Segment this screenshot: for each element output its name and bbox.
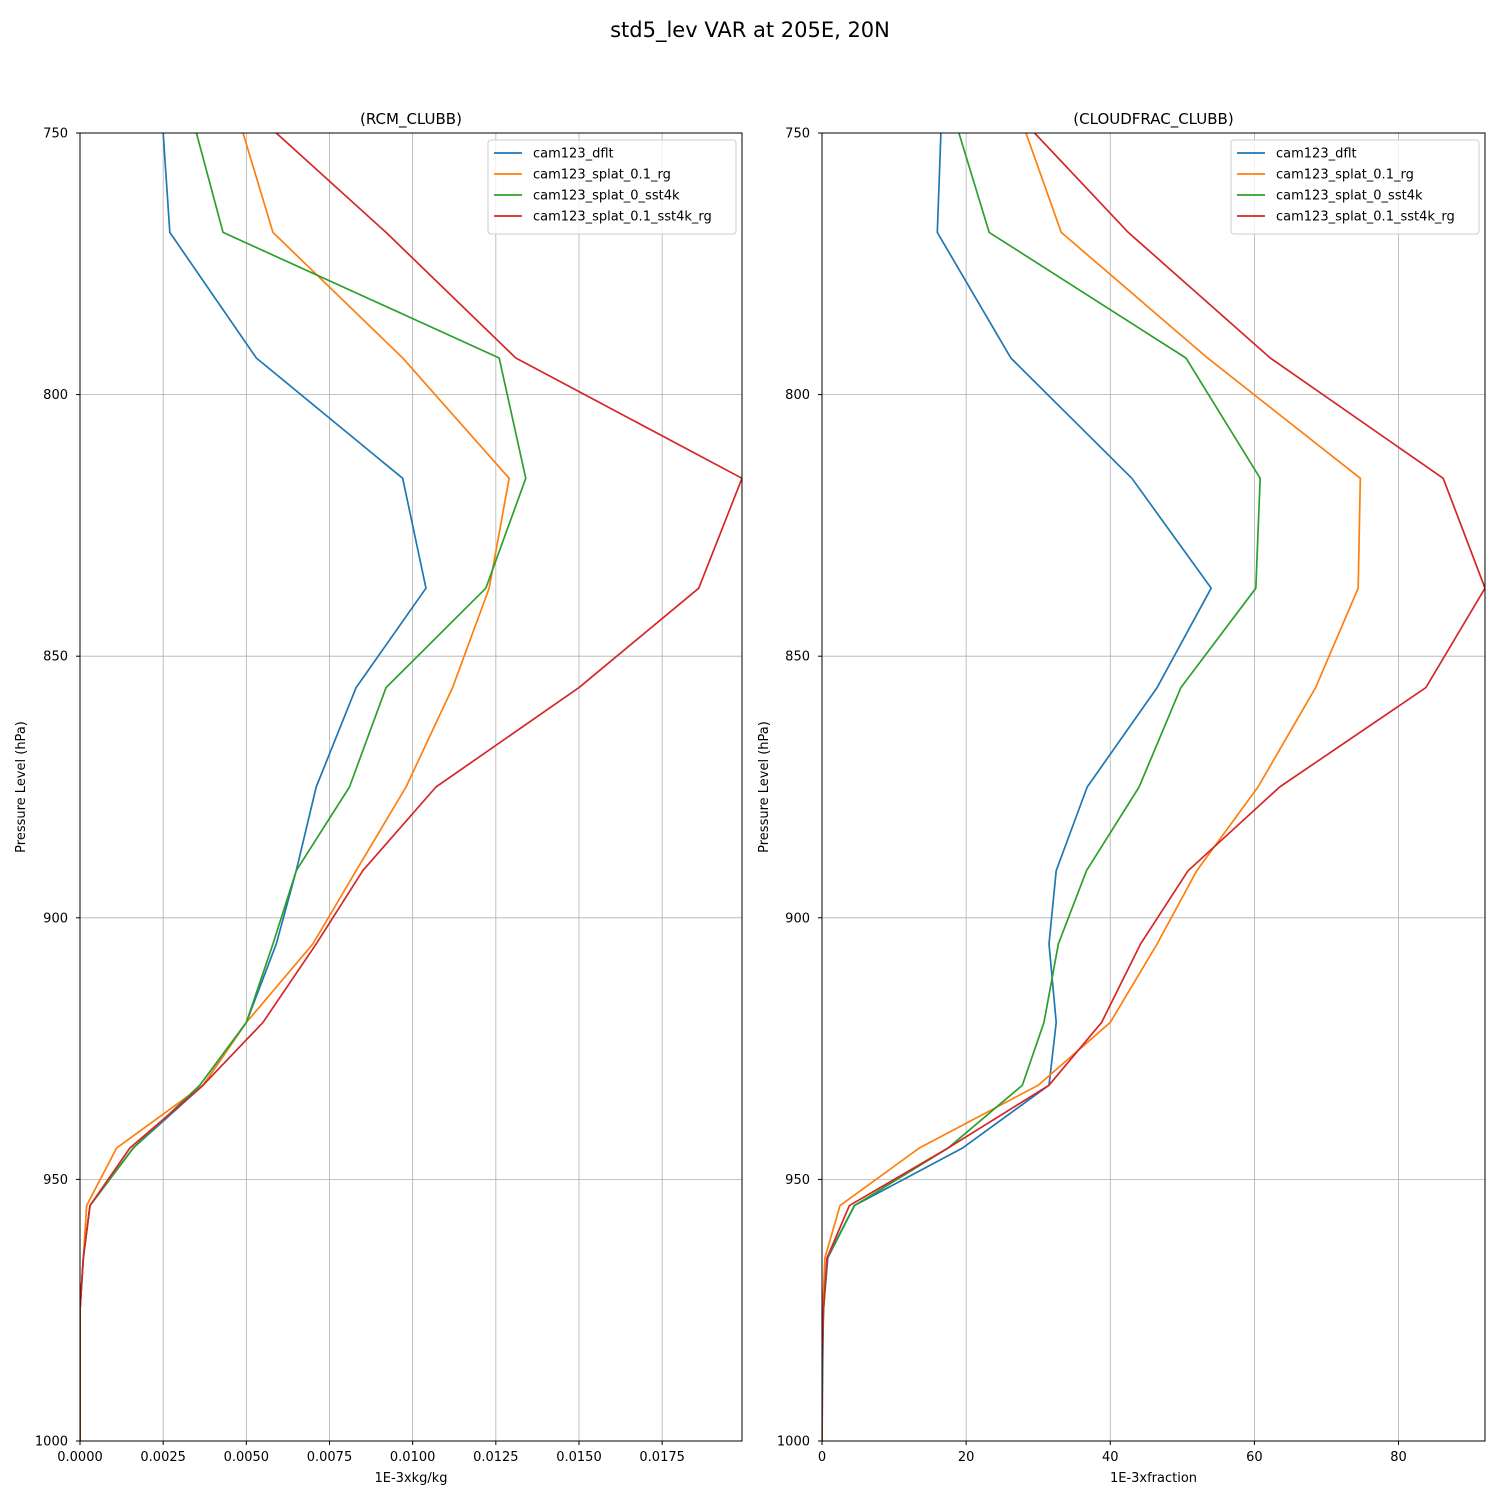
y-tick-label: 800 [785, 388, 810, 403]
legend-label-cam123-splat-0-1-sst4k-rg: cam123_splat_0.1_sst4k_rg [533, 210, 712, 225]
y-tick-label: 950 [43, 1173, 68, 1188]
series-lines [80, 133, 742, 1441]
legend-label-cam123-dflt: cam123_dflt [1276, 147, 1357, 162]
x-tick-label: 40 [1102, 1450, 1119, 1465]
x-tick-label: 60 [1246, 1450, 1263, 1465]
y-tick-label: 1000 [777, 1435, 810, 1450]
x-tick-label: 0.0125 [473, 1450, 519, 1465]
y-tick-label: 750 [43, 127, 68, 142]
panel-title: (RCM_CLUBB) [360, 110, 462, 129]
x-tick-label: 0.0075 [307, 1450, 353, 1465]
y-tick-label: 900 [785, 911, 810, 926]
legend-label-cam123-splat-0-sst4k: cam123_splat_0_sst4k [1276, 189, 1423, 204]
x-tick-label: 20 [958, 1450, 975, 1465]
figure-suptitle: std5_lev VAR at 205E, 20N [610, 18, 890, 43]
y-tick-label: 750 [785, 127, 810, 142]
y-axis-label: Pressure Level (hPa) [14, 721, 29, 853]
plot-frame [79, 132, 743, 1442]
y-axis-label: Pressure Level (hPa) [757, 721, 772, 853]
x-tick-label: 80 [1390, 1450, 1407, 1465]
series-lines [822, 133, 1485, 1441]
plot-frame [821, 132, 1486, 1442]
x-tick-label: 0.0150 [556, 1450, 602, 1465]
series-line-cam123-splat-0-1-rg [822, 133, 1362, 1441]
legend: cam123_dflt cam123_splat_0.1_rg cam123_spl… [1230, 139, 1480, 235]
y-tick-label: 800 [43, 388, 68, 403]
x-axis-label: 1E-3xfraction [1110, 1471, 1197, 1486]
x-tick-label: 0.0100 [390, 1450, 436, 1465]
y-tick-label: 950 [785, 1173, 810, 1188]
panel-rcm-clubb: 0.0000 0.0025 0.0050 0.0075 0.0100 0.0125 0.01… [14, 110, 743, 1486]
x-tick-label: 0.0175 [639, 1450, 685, 1465]
legend-label-cam123-dflt: cam123_dflt [533, 147, 614, 162]
legend-label-cam123-splat-0-1-rg: cam123_splat_0.1_rg [533, 168, 671, 183]
panel-cloudfrac-clubb: 0 20 40 60 80 750 800 850 900 950 1000 (CLOUDFRAC_C… [757, 110, 1486, 1486]
x-tick-label: 0.0000 [57, 1450, 103, 1465]
legend-box [487, 139, 737, 235]
x-tick-label: 0.0025 [140, 1450, 186, 1465]
legend-box [1230, 139, 1480, 235]
x-axis-label: 1E-3xkg/kg [374, 1471, 447, 1486]
y-tick-label: 850 [785, 650, 810, 665]
y-tick-label: 900 [43, 911, 68, 926]
series-line-cam123-splat-0-1-sst4k-rg [80, 133, 742, 1441]
series-line-cam123-splat-0-1-sst4k-rg [822, 133, 1485, 1441]
y-tick-label: 850 [43, 650, 68, 665]
x-tick-label: 0 [818, 1450, 826, 1465]
legend: cam123_dflt cam123_splat_0.1_rg cam123_spl… [487, 139, 737, 235]
legend-label-cam123-splat-0-1-sst4k-rg: cam123_splat_0.1_sst4k_rg [1276, 210, 1455, 225]
y-tick-label: 1000 [35, 1435, 68, 1450]
legend-label-cam123-splat-0-1-rg: cam123_splat_0.1_rg [1276, 168, 1414, 183]
panel-title: (CLOUDFRAC_CLUBB) [1073, 110, 1233, 129]
x-tick-label: 0.0050 [224, 1450, 270, 1465]
legend-label-cam123-splat-0-sst4k: cam123_splat_0_sst4k [533, 189, 680, 204]
